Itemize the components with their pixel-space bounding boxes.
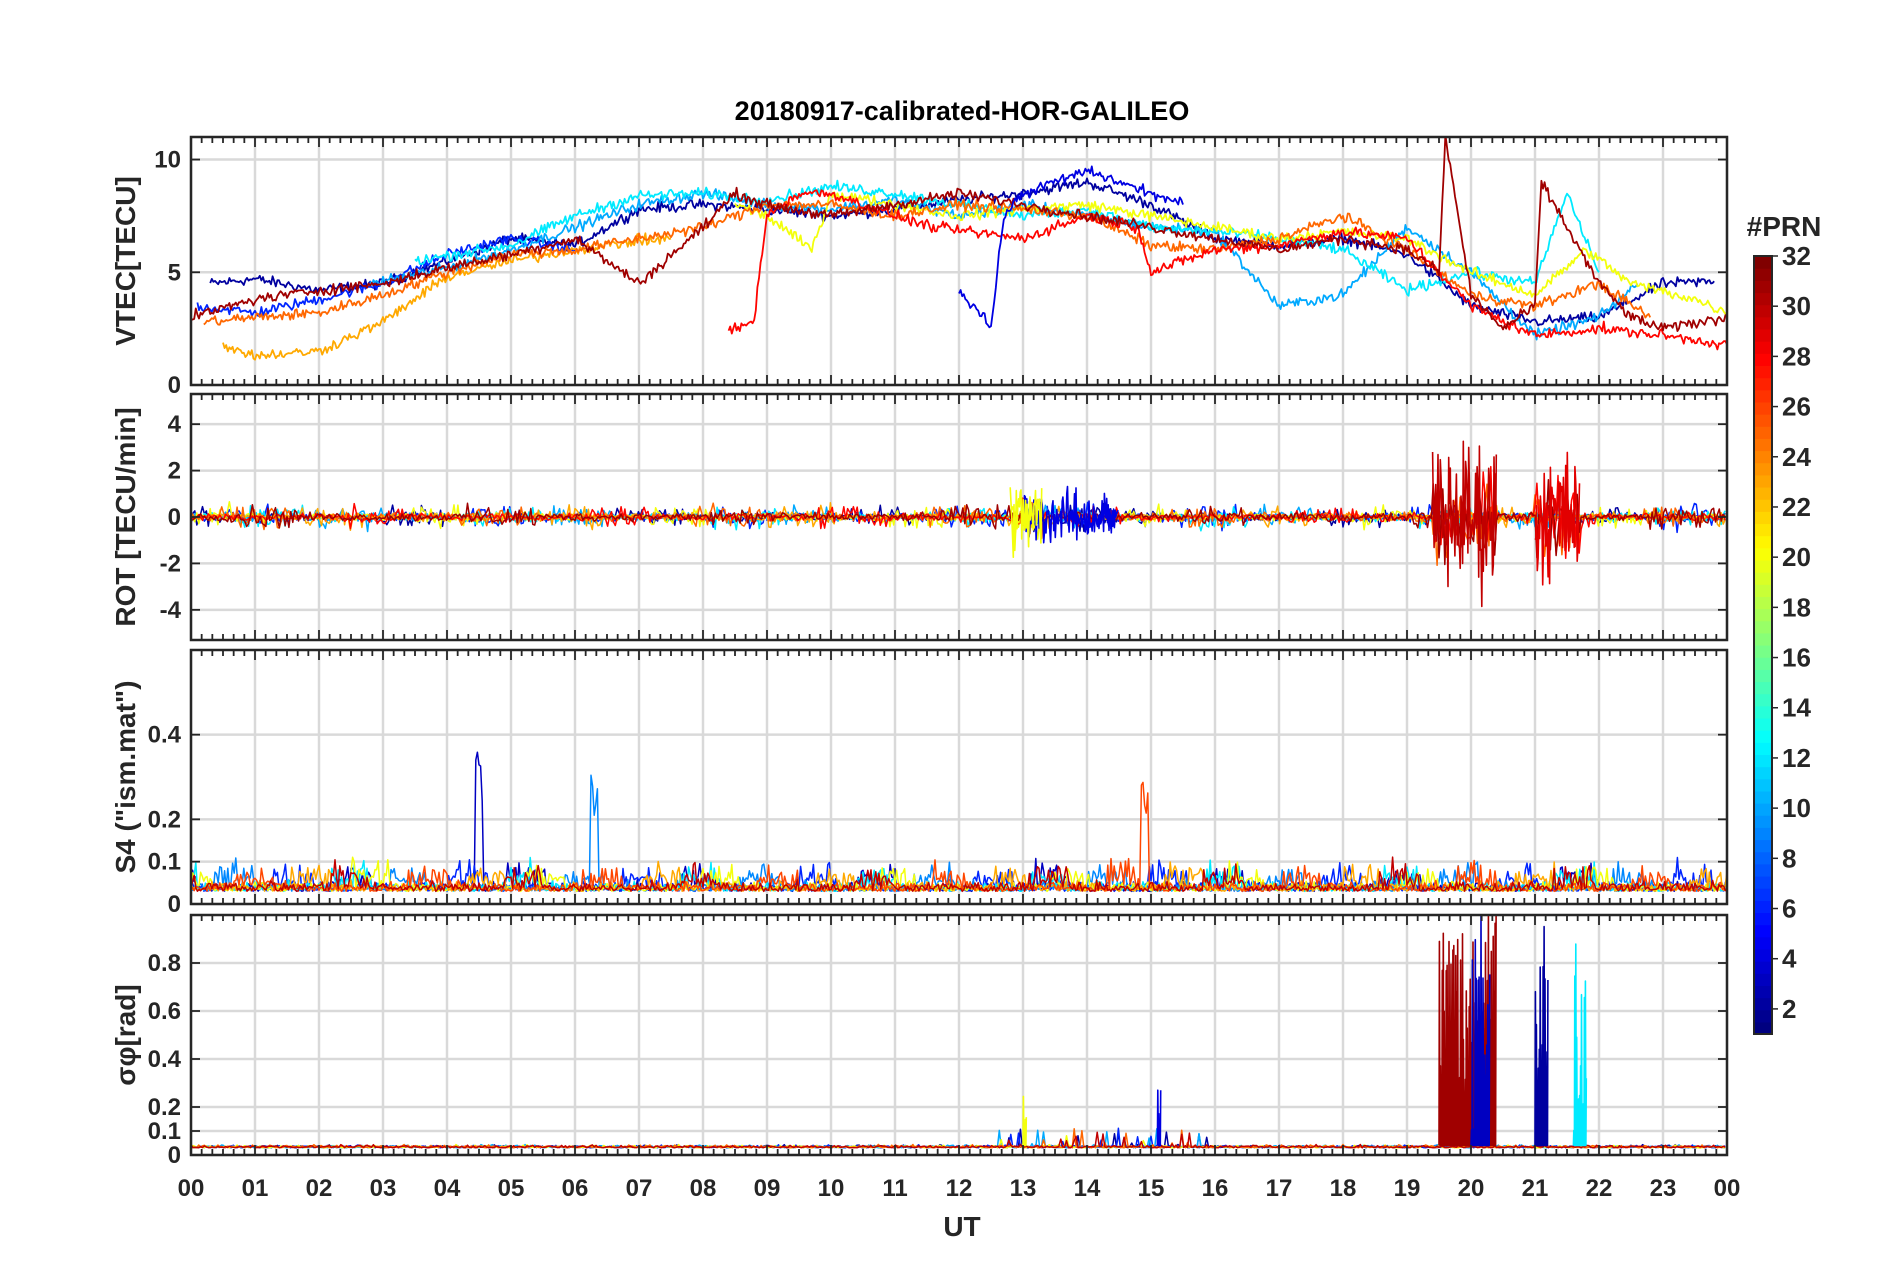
colorbar-tick-label: 14 [1782, 693, 1811, 723]
colorbar-tick-label: 12 [1782, 743, 1811, 773]
grid [189, 650, 1729, 906]
sigma_phi-y-tick-label: 0.2 [148, 1094, 181, 1121]
colorbar-tick-label: 32 [1782, 241, 1811, 271]
x-tick-label: 11 [882, 1175, 907, 1202]
panel-vtec: 0 5 10 VTEC[TECU] [110, 135, 1729, 399]
s4-y-tick-label: 0.4 [148, 722, 182, 749]
rot-burst-prn-30 [1431, 440, 1498, 608]
vtec-series-prn-2 [209, 177, 1715, 327]
x-tick-label: 21 [1522, 1175, 1549, 1202]
x-tick-label: 02 [306, 1175, 333, 1202]
x-tick-label: 05 [498, 1175, 525, 1202]
sigma-spike-prn-3 [1470, 915, 1491, 1147]
vtec-y-tick-label: 0 [168, 372, 181, 399]
colorbar-tick-label: 28 [1782, 341, 1811, 371]
vtec-y-tick-label: 5 [168, 259, 181, 286]
x-tick-labels: 00 01 02 03 04 05 06 07 08 09 10 11 12 13 14 15 16 17 18 19… [178, 1175, 1741, 1202]
colorbar-tick-label: 24 [1782, 442, 1811, 472]
rot-burst-prn-20 [1009, 487, 1043, 558]
vtec-series-prn-4 [958, 165, 1184, 329]
sigma_phi-y-axis-label: σφ[rad] [110, 984, 141, 1085]
rot-y-tick-label: 4 [168, 411, 182, 438]
vtec-series-prn-31 [191, 137, 1727, 332]
s4-y-tick-label: 0.1 [148, 849, 181, 876]
s4-y-axis-label: S4 ("ism.mat") [110, 680, 141, 873]
vtec-series-prn-23 [222, 232, 672, 361]
rot-burst-prn-29 [1534, 451, 1581, 586]
sigma_phi-y-tick-label: 0.6 [148, 998, 181, 1025]
x-tick-label: 19 [1394, 1175, 1421, 1202]
x-tick-label: 13 [1010, 1175, 1037, 1202]
rot-y-tick-label: 2 [168, 458, 181, 485]
sigma_phi-y-tick-label: 0.1 [148, 1118, 181, 1145]
x-tick-label: 01 [242, 1175, 269, 1202]
colorbar-tick-label: 2 [1782, 994, 1796, 1024]
colorbar-tick-label: 22 [1782, 492, 1811, 522]
rot-y-axis-label: ROT [TECU/min] [110, 407, 141, 626]
x-tick-label: 00 [1714, 1175, 1741, 1202]
colorbar-tick-label: 30 [1782, 291, 1811, 321]
colorbar-tick-label: 26 [1782, 392, 1811, 422]
x-tick-label: 03 [370, 1175, 397, 1202]
s4-series-prn-30 [191, 856, 1727, 893]
rot-burst-prn-4 [1022, 485, 1119, 544]
panel-rot: -4 -2 0 2 4 ROT [TECU/min] [110, 392, 1729, 642]
sigma-spike-prn-2 [1534, 925, 1549, 1147]
x-tick-label: 23 [1650, 1175, 1677, 1202]
x-tick-label: 14 [1074, 1175, 1101, 1202]
x-tick-label: 09 [754, 1175, 781, 1202]
sigma-spike-prn-20 [1022, 1095, 1028, 1147]
s4-series-prn-26 [191, 781, 1727, 893]
s4-y-tick-label: 0.2 [148, 806, 181, 833]
grid [189, 137, 1729, 387]
x-tick-label: 12 [946, 1175, 973, 1202]
chart-title: 20180917-calibrated-HOR-GALILEO [735, 96, 1190, 126]
x-tick-label: 10 [818, 1175, 845, 1202]
x-axis-label: UT [943, 1211, 980, 1242]
sigma_phi-y-tick-label: 0.8 [148, 950, 181, 977]
x-tick-label: 04 [434, 1175, 461, 1202]
x-tick-label: 00 [178, 1175, 205, 1202]
colorbar-tick-label: 18 [1782, 592, 1811, 622]
sigma_phi-y-tick-label: 0.4 [148, 1046, 182, 1073]
colorbar-tick-label: 6 [1782, 894, 1796, 924]
colorbar-label: #PRN [1747, 211, 1822, 242]
colorbar-tick-label: 20 [1782, 542, 1811, 572]
rot-y-tick-label: -4 [160, 597, 182, 624]
x-tick-label: 22 [1586, 1175, 1613, 1202]
x-tick-label: 06 [562, 1175, 589, 1202]
x-tick-label: 20 [1458, 1175, 1485, 1202]
colorbar-tick-label: 16 [1782, 643, 1811, 673]
s4-traces [191, 751, 1727, 893]
colorbar-tick-label: 4 [1782, 944, 1797, 974]
s4-y-tick-label: 0 [168, 891, 181, 918]
x-tick-label: 17 [1266, 1175, 1293, 1202]
vtec-y-axis-label: VTEC[TECU] [110, 176, 141, 346]
rot-y-tick-label: -2 [160, 550, 181, 577]
colorbar-tick-label: 10 [1782, 793, 1811, 823]
x-tick-label: 16 [1202, 1175, 1229, 1202]
sigma_phi-y-tick-label: 0 [168, 1142, 181, 1169]
rot-y-tick-label: 0 [168, 504, 181, 531]
vtec-traces [191, 137, 1727, 361]
sigma-spike-prn-31 [1438, 915, 1497, 1147]
vtec-series-prn-28 [727, 189, 1727, 351]
x-tick-label: 08 [690, 1175, 717, 1202]
x-tick-label: 07 [626, 1175, 653, 1202]
panel-s4: 0 0.1 0.2 0.4 S4 ("ism.mat") [110, 648, 1729, 918]
x-tick-label: 15 [1138, 1175, 1165, 1202]
rot-traces [191, 440, 1726, 608]
sigma-spike-prn-12 [1572, 943, 1588, 1147]
x-tick-label: 18 [1330, 1175, 1357, 1202]
vtec-y-tick-label: 10 [154, 147, 181, 174]
colorbar-tick-label: 8 [1782, 843, 1796, 873]
panel-sigma_phi: 00.10.2 0.4 0.6 0.8 σφ[rad] [110, 913, 1729, 1169]
sigma-spike-prn-4 [1156, 1089, 1162, 1147]
